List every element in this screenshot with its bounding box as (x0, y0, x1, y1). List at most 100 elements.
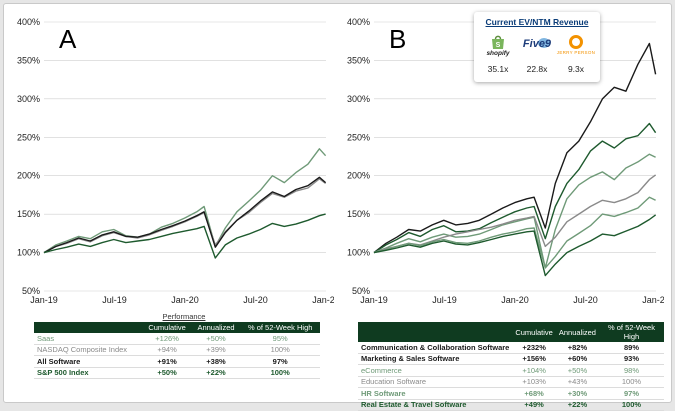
y-tick-label: 400% (347, 17, 370, 27)
annualized-value: +22% (555, 399, 599, 411)
x-tick-label: Jan-20 (171, 295, 199, 304)
five9-cloud-icon (538, 38, 550, 48)
jerryperson-multiple: 9.3x (567, 64, 585, 74)
annualized-value: +43% (555, 376, 599, 388)
series-line-3 (373, 174, 657, 254)
row-label: HR Software (358, 387, 513, 400)
table-header: Cumulative Annualized% of 52-Week High (34, 322, 320, 333)
row-label: Real Estate & Travel Software (358, 399, 513, 411)
y-tick-label: 50% (22, 286, 40, 296)
chart-a: 400% 350% 300% 250% 200% 150% 100% 50%Jan-19 Jul… (17, 17, 334, 304)
annualized-value: +50% (191, 333, 241, 345)
high-value: 100% (598, 399, 664, 411)
series-line-2 (43, 176, 327, 254)
annualized-value: +38% (191, 355, 241, 368)
cumulative-value: +104% (512, 364, 556, 377)
jerryperson-wordmark: JERRY PERSON (556, 50, 596, 55)
cumulative-value: +49% (512, 399, 556, 411)
annualized-value: +60% (555, 353, 599, 365)
row-label: eCommerce (358, 364, 513, 377)
cumulative-value: +126% (142, 333, 192, 345)
x-tick-label: Jan-21 (312, 295, 334, 304)
performance-caption: Performance (162, 312, 206, 321)
annualized-value: +39% (191, 344, 241, 356)
performance-table-a: Cumulative Annualized% of 52-Week High Sa… (34, 322, 320, 379)
high-value: 97% (240, 355, 320, 368)
jerryperson-logo: JERRY PERSON (556, 34, 596, 60)
jerryperson-ring-icon (569, 35, 583, 49)
series-line-1 (43, 178, 327, 254)
svg-text:S: S (496, 42, 501, 49)
y-tick-label: 350% (347, 55, 370, 65)
series-line-3 (43, 213, 326, 259)
card-title: Current EV/NTM Revenue (485, 17, 589, 27)
column-header: Cumulative (512, 322, 556, 342)
five9-logo: Five9 (517, 34, 557, 60)
x-tick-label: Jul-20 (573, 295, 598, 304)
annualized-value: +30% (555, 387, 599, 400)
x-tick-label: Jul-20 (243, 295, 268, 304)
performance-table-b: Cumulative Annualized% of 52-Week High Co… (358, 322, 664, 411)
table-row: Saas +126% +50% 95% (34, 333, 320, 345)
x-tick-label: Jul-19 (432, 295, 457, 304)
five9-wordmark: Five9 (522, 38, 552, 50)
five9-multiple: 22.8x (526, 64, 548, 74)
chart-b: 400% 350% 300% 250% 200% 150% 100% 50%Jan-19 Jul… (347, 17, 664, 304)
y-tick-label: 50% (352, 286, 370, 296)
cumulative-value: +232% (512, 342, 556, 354)
shopify-wordmark: shopify (486, 50, 510, 57)
cumulative-value: +156% (512, 353, 556, 365)
y-tick-label: 300% (347, 94, 370, 104)
y-tick-label: 350% (17, 55, 40, 65)
table-row: NASDAQ Composite Index +94% +39% 100% (34, 344, 320, 356)
table-row: HR Software +68% +30% 97% (358, 387, 664, 400)
column-header: % of 52-Week High (240, 322, 320, 333)
panel-label: B (389, 24, 406, 54)
x-tick-label: Jan-21 (642, 295, 664, 304)
table-row: Education Software +103% +43% 100% (358, 376, 664, 388)
cumulative-value: +103% (512, 376, 556, 388)
y-tick-label: 150% (347, 209, 370, 219)
column-header: % of 52-Week High (598, 322, 664, 342)
shopify-multiple: 35.1x (487, 64, 509, 74)
series-line-1 (373, 122, 657, 254)
x-tick-label: Jul-19 (102, 295, 127, 304)
annualized-value: +82% (555, 342, 599, 354)
table-row: All Software +91% +38% 97% (34, 355, 320, 368)
cumulative-value: +50% (142, 367, 192, 379)
series-line-4 (373, 196, 656, 269)
table-row: Communication & Collaboration Software +2… (358, 342, 664, 354)
high-value: 93% (598, 353, 664, 365)
row-label: Communication & Collaboration Software (358, 342, 513, 354)
high-value: 95% (240, 333, 320, 345)
row-label: Marketing & Sales Software (358, 353, 513, 365)
row-label: All Software (34, 355, 143, 368)
row-label: Saas (34, 333, 143, 345)
column-header (34, 322, 143, 333)
y-tick-label: 300% (17, 94, 40, 104)
high-value: 100% (598, 376, 664, 388)
row-label: S&P 500 Index (34, 367, 143, 379)
dashboard-frame: 400% 350% 300% 250% 200% 150% 100% 50% Jan-19 Jul… (3, 3, 672, 411)
series-line-0 (373, 42, 657, 254)
high-value: 98% (598, 364, 664, 377)
table-header: Cumulative Annualized% of 52-Week High (358, 322, 664, 342)
cumulative-value: +91% (142, 355, 192, 368)
panel-label: A (59, 24, 77, 54)
high-value: 89% (598, 342, 664, 354)
column-header: Cumulative (142, 322, 192, 333)
high-value: 100% (240, 367, 320, 379)
row-label: Education Software (358, 376, 513, 388)
annualized-value: +22% (191, 367, 241, 379)
x-tick-label: Jan-19 (30, 295, 58, 304)
y-tick-label: 100% (347, 248, 370, 258)
row-label: NASDAQ Composite Index (34, 344, 143, 356)
y-tick-label: 200% (17, 171, 40, 181)
column-header: Annualized (191, 322, 241, 333)
shopify-bag-icon: S (492, 35, 504, 49)
y-tick-label: 400% (17, 17, 40, 27)
y-tick-label: 200% (347, 171, 370, 181)
y-tick-label: 100% (17, 248, 40, 258)
x-tick-label: Jan-19 (360, 295, 388, 304)
column-header: Annualized (555, 322, 599, 342)
